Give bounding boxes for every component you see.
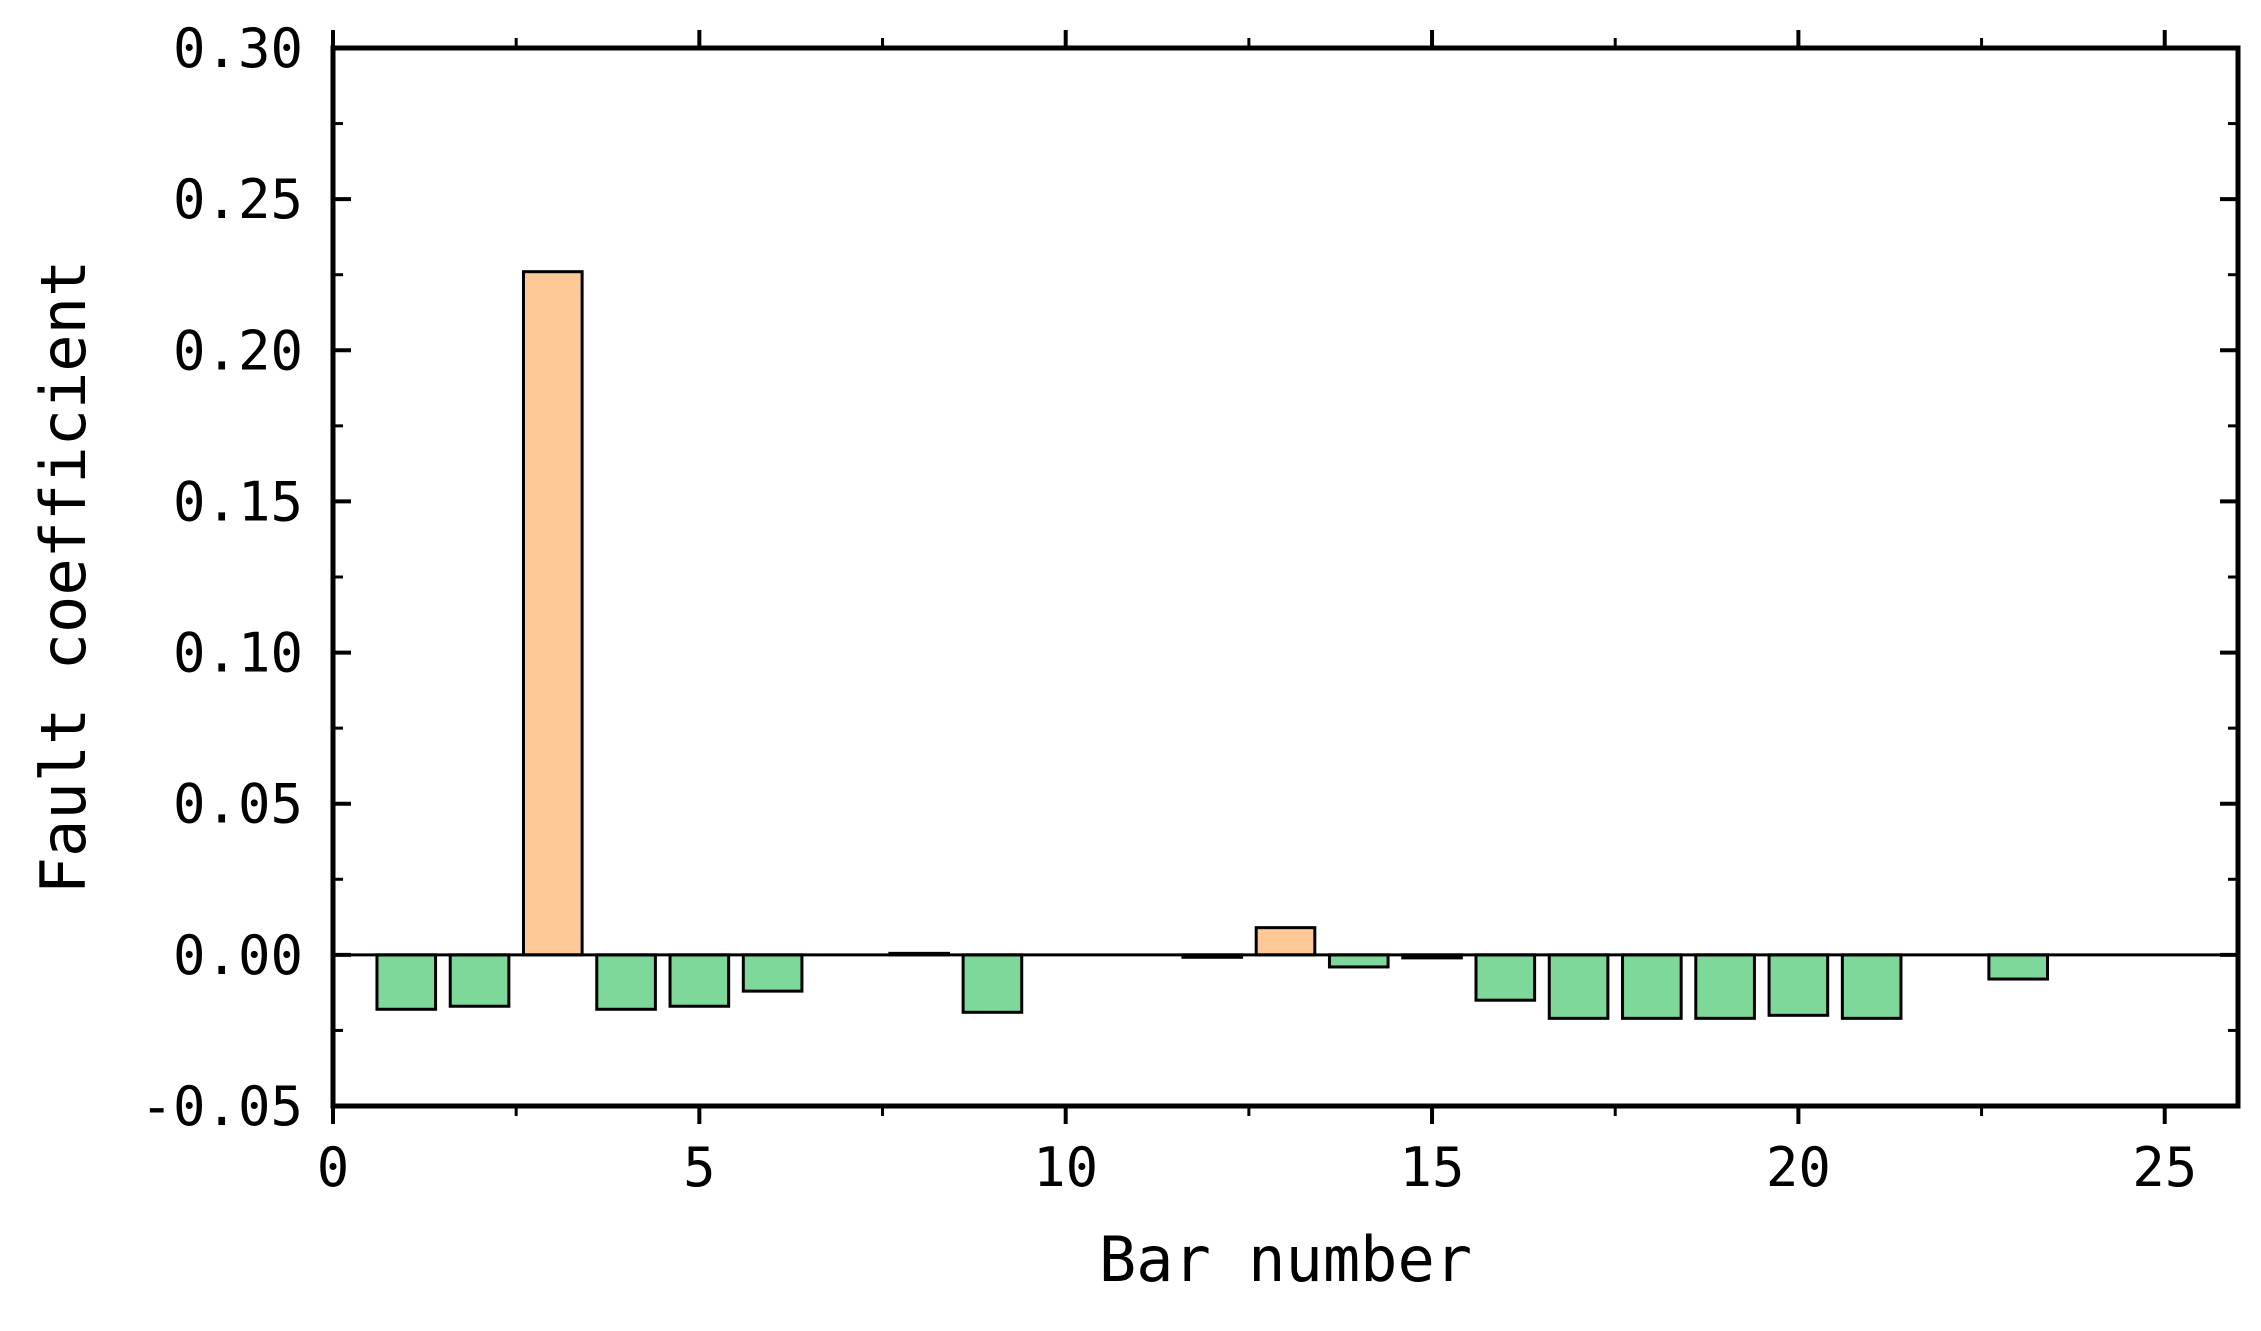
bar-3 [522,270,584,957]
y-tick-label: 0.25 [173,168,303,231]
y-tick-label: 0.15 [173,470,303,533]
x-tick-label: 15 [1400,1136,1465,1199]
bar-1 [375,953,438,1011]
bars-layer [375,270,2050,1020]
x-axis-title: Bar number [1099,1223,1472,1296]
y-tick-label: -0.05 [140,1075,303,1138]
bar-4 [595,953,657,1011]
y-axis-title: Fault coefficient [27,260,100,895]
bar-9 [961,953,1024,1014]
y-tick-label: 0.05 [173,773,303,836]
x-tick-label: 25 [2132,1136,2197,1199]
x-tick-label: 0 [317,1136,350,1199]
y-tick-label: 0.10 [173,622,303,685]
bar-6 [741,953,804,993]
bar-17 [1547,953,1610,1020]
ticks-layer [331,30,2238,1124]
bar-20 [1767,953,1830,1017]
bar-19 [1694,953,1756,1020]
bar-21 [1840,953,1903,1020]
x-tick-label: 20 [1766,1136,1831,1199]
bar-2 [448,953,511,1008]
bar-16 [1474,953,1537,1002]
bar-13 [1254,926,1317,957]
x-tick-label: 10 [1033,1136,1098,1199]
bar-14 [1327,953,1390,969]
y-tick-label: 0.20 [173,319,303,382]
y-tick-label: 0.30 [173,17,303,80]
bar-23 [1987,953,2050,981]
bar-5 [668,953,731,1008]
y-tick-label: 0.00 [173,924,303,987]
x-tick-label: 5 [683,1136,716,1199]
tick-labels-layer: -0.05 0.00 0.05 0.10 0.15 0.20 0.25 0.30 0 5 10 15 2… [140,17,2197,1199]
bar-18 [1621,953,1683,1020]
